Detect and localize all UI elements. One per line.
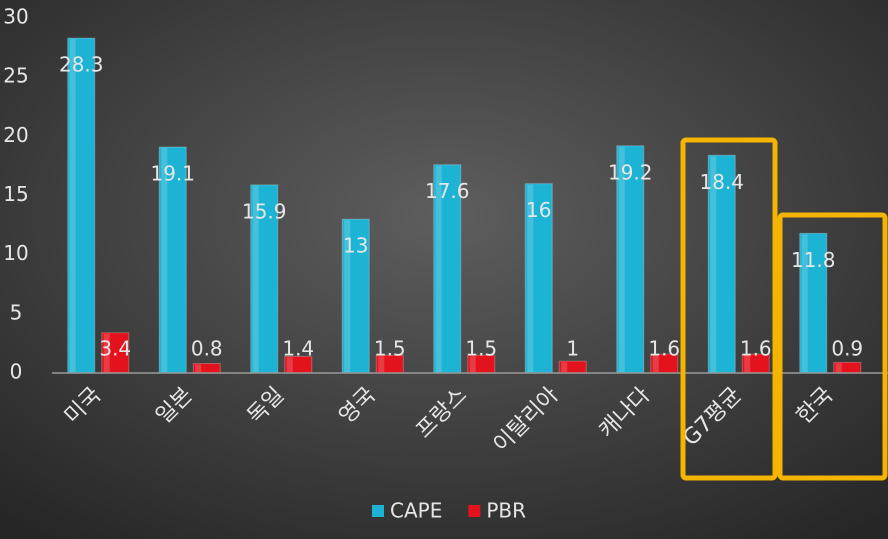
bar: [524, 183, 553, 374]
value-label: 13: [343, 234, 368, 258]
bar-shine: [161, 147, 168, 372]
value-label: 1.5: [465, 337, 497, 361]
value-label: 1.6: [648, 337, 680, 361]
legend-swatch: [372, 505, 384, 517]
bar-shine: [378, 356, 385, 372]
bar-shine: [835, 363, 842, 372]
bar-shine: [469, 356, 476, 372]
value-label: 18.4: [699, 170, 744, 194]
y-tick-label: 30: [3, 5, 28, 29]
bar-shine: [801, 234, 808, 372]
bar-shine: [195, 364, 202, 372]
bar: [433, 164, 462, 374]
value-label: 11.8: [791, 248, 836, 272]
value-label: 28.3: [59, 53, 104, 77]
highlight-box: [680, 137, 778, 481]
bar-shine: [618, 146, 625, 372]
value-label: 16: [526, 198, 551, 222]
bar: [158, 146, 187, 374]
y-tick-label: 20: [3, 123, 28, 147]
bar-shine: [103, 333, 110, 372]
highlight-box: [777, 212, 888, 481]
bar: [101, 332, 130, 374]
bar-shine: [435, 165, 442, 372]
value-label: 1.6: [740, 337, 772, 361]
bar: [341, 218, 370, 374]
value-label: 17.6: [425, 179, 470, 203]
value-label: 3.4: [99, 337, 131, 361]
value-label: 19.1: [150, 161, 195, 185]
legend-label: CAPE: [390, 499, 442, 523]
bar-shine: [561, 362, 568, 372]
value-label: 1.4: [282, 337, 314, 361]
bar: [799, 232, 828, 374]
y-tick-label: 10: [3, 241, 28, 265]
bar-shine: [69, 39, 76, 372]
bar: [616, 145, 645, 374]
bar-shine: [652, 355, 659, 372]
legend-label: PBR: [486, 499, 526, 523]
bar-shine: [710, 156, 717, 372]
bar: [707, 154, 736, 374]
value-label: 19.2: [608, 160, 653, 184]
bar-shine: [344, 220, 351, 372]
y-tick-label: 25: [3, 64, 28, 88]
value-label: 0.8: [191, 337, 223, 361]
bar-shine: [286, 357, 293, 372]
value-label: 0.9: [831, 337, 863, 361]
value-label: 1.5: [374, 337, 406, 361]
legend-swatch: [468, 505, 481, 517]
value-label: 1: [566, 337, 579, 361]
value-label: 15.9: [242, 199, 287, 223]
y-tick-label: 5: [10, 300, 23, 324]
y-tick-label: 0: [10, 360, 23, 384]
y-tick-label: 15: [3, 182, 28, 206]
bar-shine: [527, 184, 534, 372]
bar: [250, 184, 279, 374]
bar-shine: [252, 185, 259, 372]
bar-shine: [744, 355, 751, 372]
